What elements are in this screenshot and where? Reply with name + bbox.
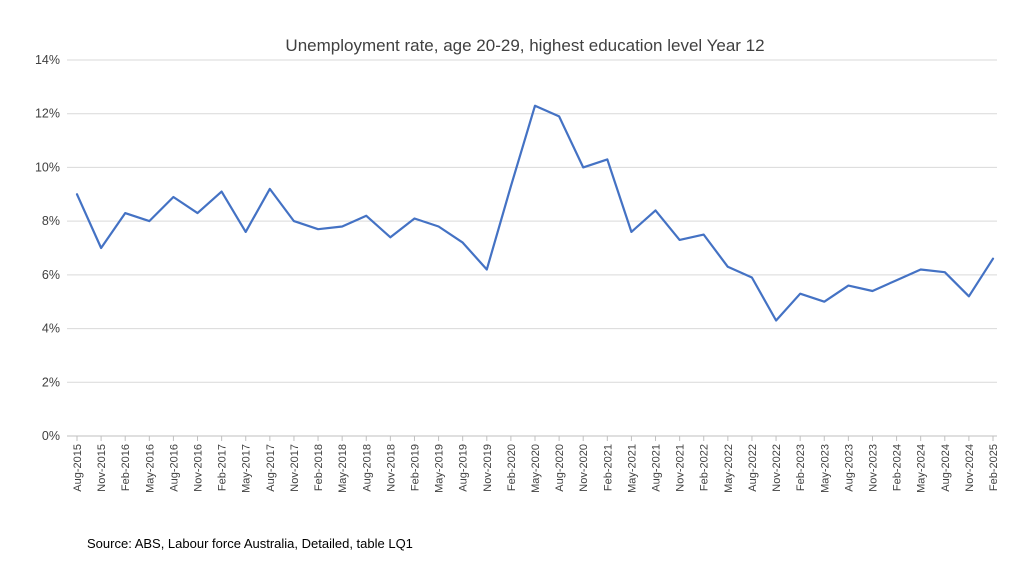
x-tick-label: May-2020 — [530, 444, 542, 493]
gridlines — [67, 59, 997, 437]
x-tick-label: Nov-2022 — [771, 444, 783, 492]
x-tick-label: Feb-2023 — [795, 444, 807, 491]
y-tick-label: 14% — [35, 53, 60, 67]
x-tick-label: May-2023 — [819, 444, 831, 493]
y-tick-label: 6% — [42, 268, 60, 282]
source-note: Source: ABS, Labour force Australia, Det… — [87, 536, 413, 551]
x-axis-ticks: Aug-2015 Nov-2015 Feb-2016 May-2016 Aug-2016… — [72, 436, 1000, 493]
x-tick-label: Feb-2018 — [313, 444, 325, 491]
x-tick-label: Feb-2019 — [409, 444, 421, 491]
x-tick-label: Nov-2024 — [964, 444, 976, 492]
x-tick-label: May-2024 — [916, 444, 928, 493]
y-tick-label: 4% — [42, 322, 60, 336]
series-layer — [75, 104, 995, 322]
y-tick-label: 2% — [42, 375, 60, 389]
x-tick-label: Feb-2017 — [217, 444, 229, 491]
x-tick-label: Aug-2018 — [361, 444, 373, 492]
x-tick-label: Nov-2019 — [482, 444, 494, 492]
x-tick-label: Aug-2017 — [265, 444, 277, 492]
x-tick-label: Feb-2016 — [120, 444, 132, 491]
y-tick-label: 0% — [42, 429, 60, 443]
x-tick-label: Feb-2024 — [892, 444, 904, 491]
x-tick-label: Nov-2017 — [289, 444, 301, 492]
x-tick-label: Aug-2022 — [747, 444, 759, 492]
x-tick-label: Nov-2021 — [675, 444, 687, 492]
x-tick-label: May-2017 — [241, 444, 253, 493]
x-tick-label: Nov-2016 — [193, 444, 205, 492]
x-tick-label: May-2022 — [723, 444, 735, 493]
y-tick-label: 8% — [42, 214, 60, 228]
x-tick-label: May-2021 — [626, 444, 638, 493]
x-tick-label: Aug-2021 — [651, 444, 663, 492]
x-tick-label: Aug-2020 — [554, 444, 566, 492]
x-tick-label: May-2019 — [434, 444, 446, 493]
x-tick-label: Aug-2016 — [168, 444, 180, 492]
x-tick-label: Aug-2019 — [458, 444, 470, 492]
y-axis-ticks: 0% 2% 4% 6% 8% 10% 12% 14% — [35, 53, 60, 443]
x-tick-label: Nov-2020 — [578, 444, 590, 492]
x-tick-label: Nov-2015 — [96, 444, 108, 492]
x-tick-label: Feb-2020 — [506, 444, 518, 491]
x-tick-label: Aug-2023 — [843, 444, 855, 492]
y-tick-label: 12% — [35, 107, 60, 121]
x-tick-label: Nov-2018 — [385, 444, 397, 492]
y-tick-label: 10% — [35, 160, 60, 174]
x-tick-label: Feb-2022 — [699, 444, 711, 491]
x-tick-label: Feb-2025 — [988, 444, 1000, 491]
x-tick-label: May-2016 — [144, 444, 156, 493]
x-tick-label: Aug-2015 — [72, 444, 84, 492]
x-tick-label: Feb-2021 — [602, 444, 614, 491]
x-tick-label: Aug-2024 — [940, 444, 952, 492]
x-tick-label: Nov-2023 — [867, 444, 879, 492]
x-tick-label: May-2018 — [337, 444, 349, 493]
chart-title: Unemployment rate, age 20-29, highest ed… — [285, 36, 764, 55]
series-line — [75, 104, 995, 322]
